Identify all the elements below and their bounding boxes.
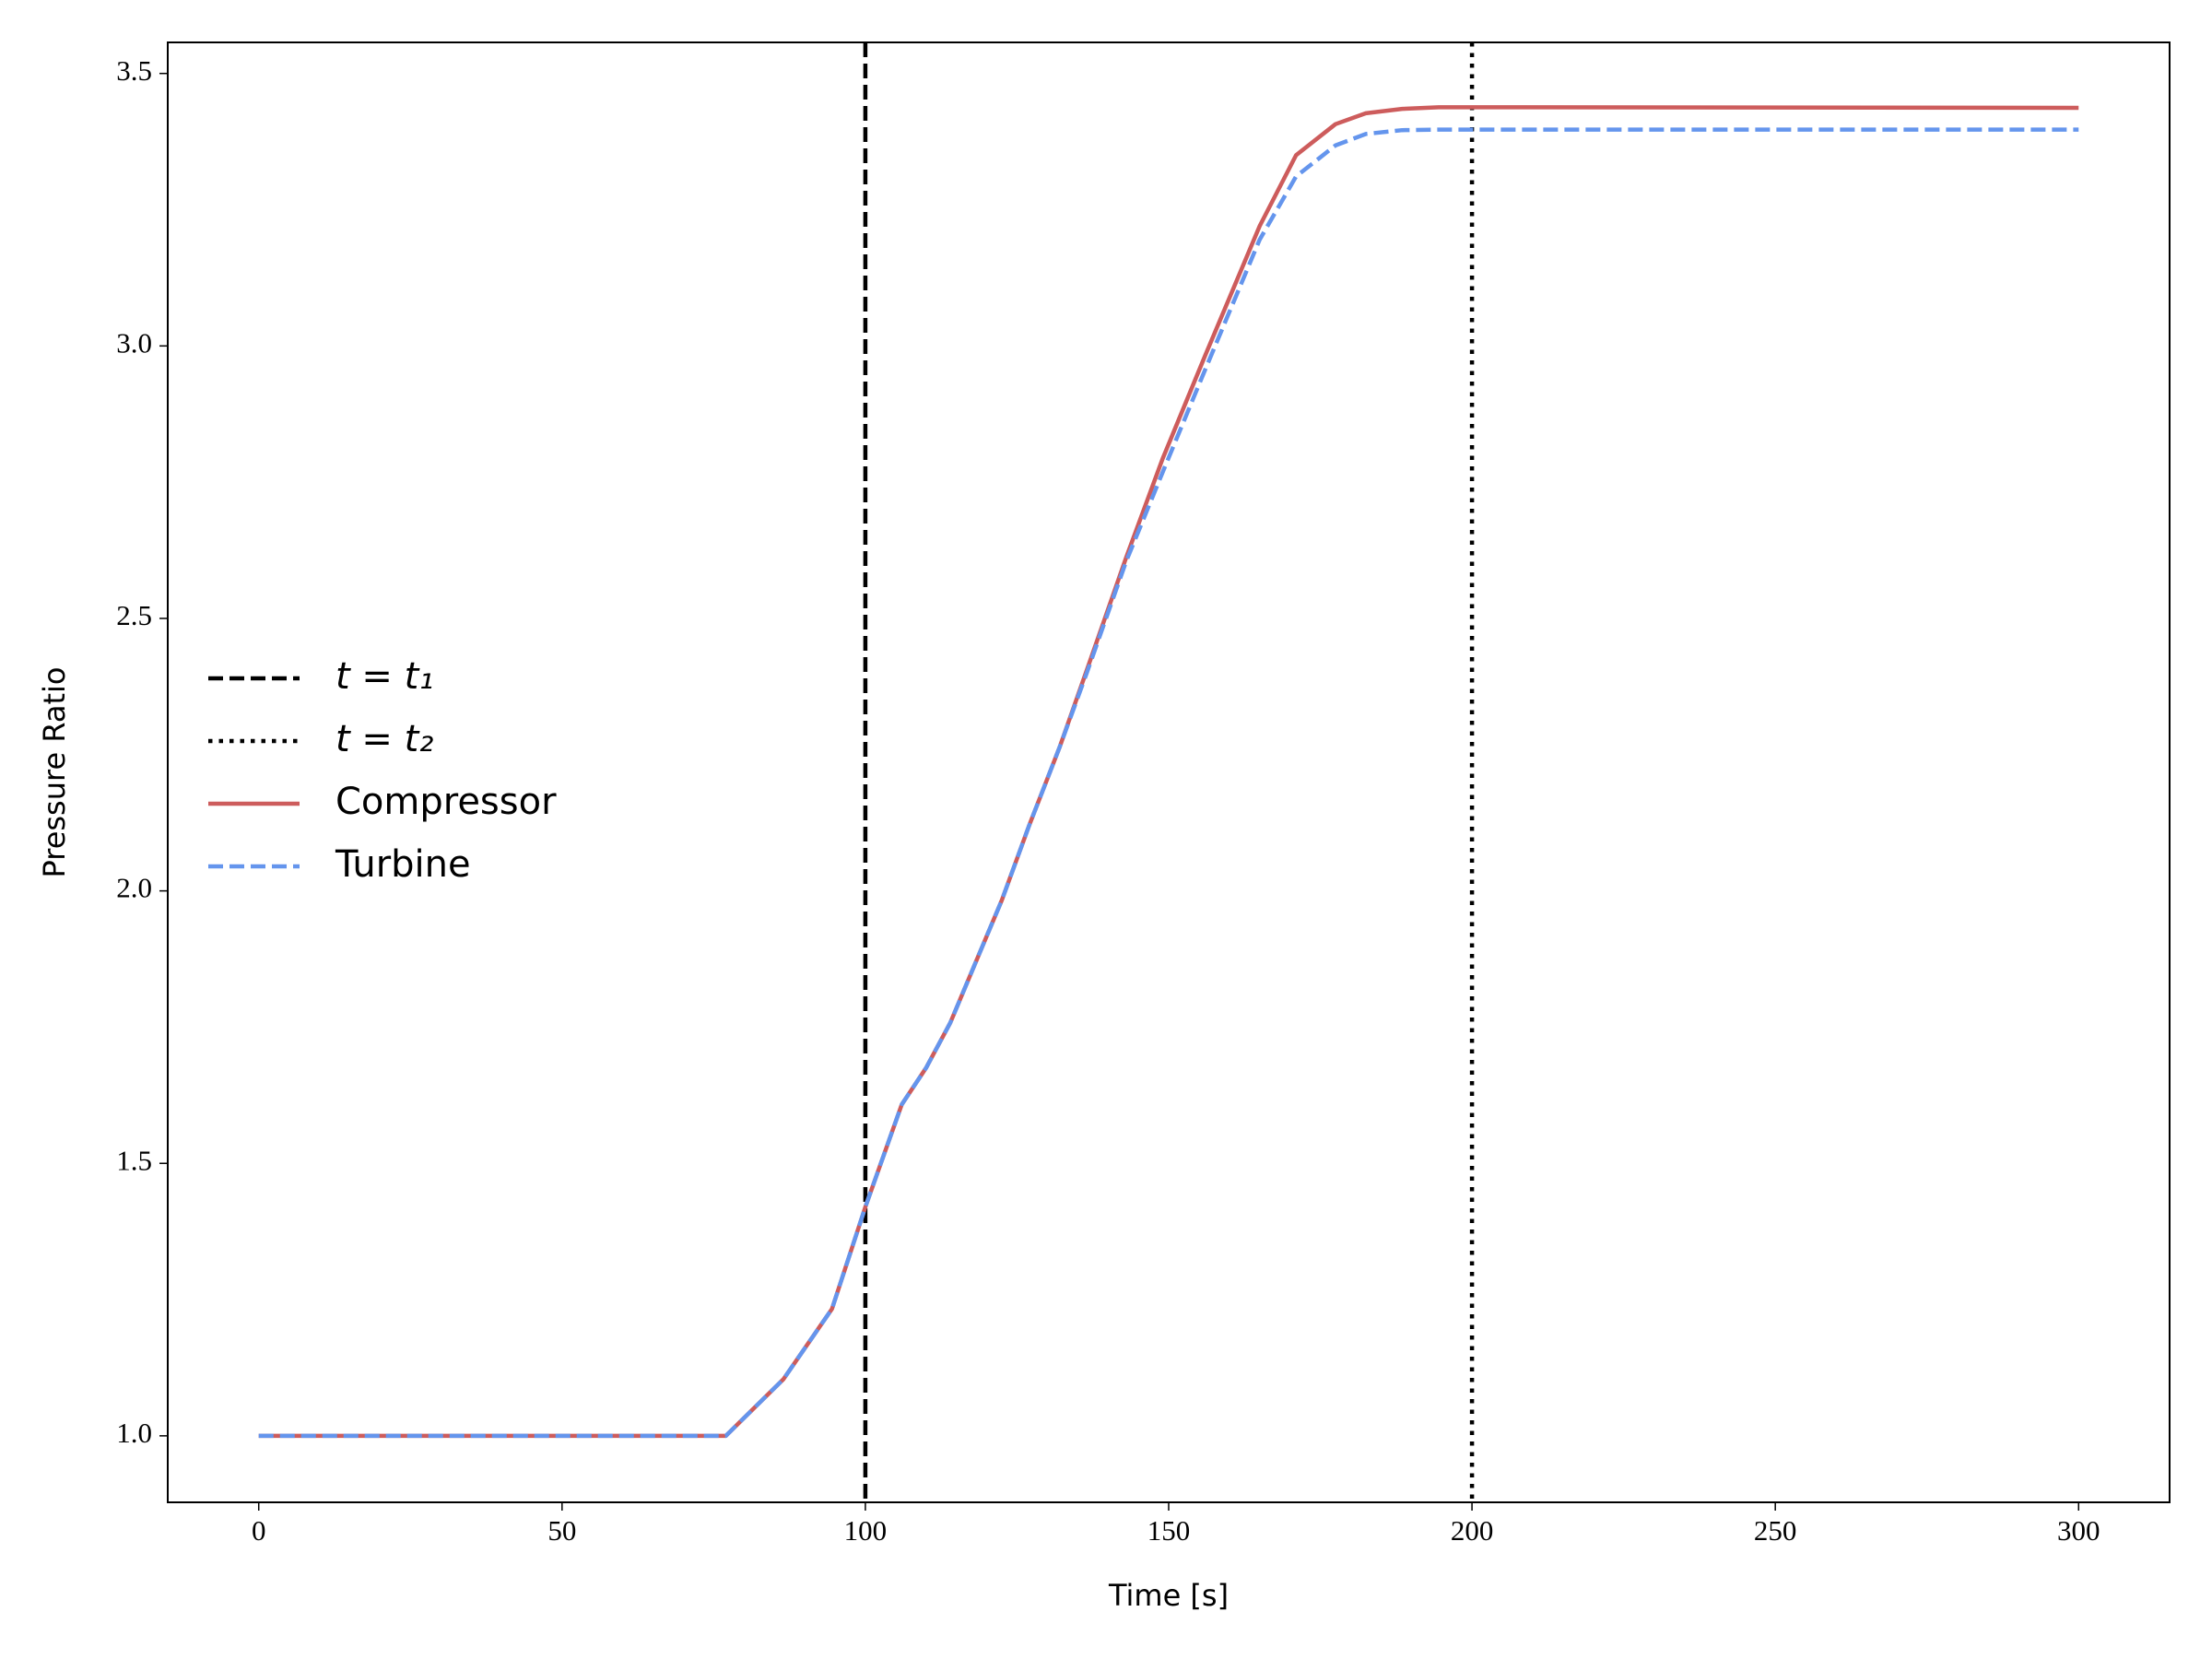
series-line	[258, 127, 2079, 1439]
y-tick-label: 3.5	[116, 54, 152, 87]
x-tick-label: 50	[547, 1514, 576, 1547]
y-tick-label: 1.0	[116, 1417, 152, 1449]
plot-frame	[167, 41, 2171, 1503]
y-tick-label: 2.0	[116, 872, 152, 904]
x-tick-label: 250	[1754, 1514, 1797, 1547]
legend-label: t = t₁	[335, 655, 433, 698]
x-axis-label: Time [s]	[1108, 1578, 1229, 1613]
y-axis-label: Pressure Ratio	[37, 667, 72, 878]
x-tick-label: 150	[1147, 1514, 1191, 1547]
y-tick-label: 2.5	[116, 599, 152, 631]
legend-label: t = t₂	[335, 718, 433, 760]
x-tick-label: 0	[252, 1514, 266, 1547]
y-tick-label: 3.0	[116, 326, 152, 359]
y-tick-label: 1.5	[116, 1144, 152, 1176]
legend-label: Turbine	[335, 843, 471, 886]
x-tick-label: 100	[844, 1514, 888, 1547]
x-tick-label: 200	[1451, 1514, 1494, 1547]
legend-label: Compressor	[335, 781, 557, 823]
x-tick-label: 300	[2057, 1514, 2100, 1547]
